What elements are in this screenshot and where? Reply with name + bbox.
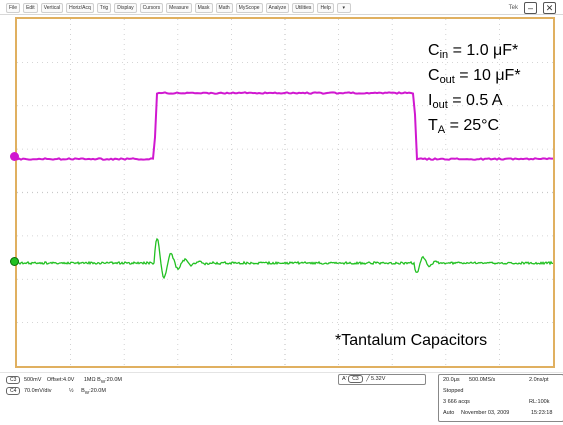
timebase: 20.0μs: [443, 377, 460, 383]
menu-file[interactable]: File: [6, 3, 20, 13]
ch4-scale: 70.0mV/div: [24, 388, 52, 394]
menu-edit[interactable]: Edit: [23, 3, 38, 13]
menu-myscope[interactable]: MyScope: [236, 3, 263, 13]
tek-logo: Tek: [509, 5, 518, 11]
sample-rate: 500.0MS/s: [469, 377, 495, 383]
menu-mask[interactable]: Mask: [195, 3, 213, 13]
ch4-bandwidth: BW:20.0M: [81, 388, 106, 394]
per-point: 2.0ns/pt: [529, 377, 549, 383]
ch3-impedance: 1MΩ: [84, 377, 96, 383]
run-state: Stopped: [443, 388, 464, 394]
menu-analyze[interactable]: Analyze: [266, 3, 290, 13]
ch3-offset: Offset:4.0V: [47, 377, 74, 383]
menu-measure[interactable]: Measure: [166, 3, 191, 13]
trigger-source: C3: [348, 375, 362, 383]
ch3-tag: C3: [6, 376, 20, 384]
menu-cursors[interactable]: Cursors: [140, 3, 164, 13]
annotation-cout: Cout = 10 μF*: [428, 68, 521, 84]
acquisition-readout[interactable]: 20.0μs 500.0MS/s 2.0ns/pt Stopped 3 666 …: [438, 374, 563, 422]
trigger-level: 5.32V: [371, 376, 385, 382]
trigger-edge-icon: ╱: [366, 376, 369, 382]
record-length: RL:100k: [529, 399, 550, 405]
annotation-cin: Cin = 1.0 μF*: [428, 43, 518, 59]
window-controls: Tek – ✕: [509, 2, 556, 14]
ch3-ground-marker-icon[interactable]: [10, 152, 19, 161]
menu-items: File Edit Vertical Horiz/Acq Trig Displa…: [6, 3, 351, 13]
annotation-ta: TA = 25°C: [428, 118, 499, 134]
minimize-button[interactable]: –: [524, 2, 537, 14]
menu-horiz-acq[interactable]: Horiz/Acq: [66, 3, 94, 13]
trigger-mode: A': [342, 376, 347, 382]
menu-trig[interactable]: Trig: [97, 3, 111, 13]
date: November 03, 2009: [461, 410, 509, 416]
ch4-readout[interactable]: C4 70.0mV/div ½ BW:20.0M: [6, 387, 106, 395]
acq-count: 3 666 acqs: [443, 399, 470, 405]
ch4-impedance: ½: [69, 388, 74, 394]
menu-math[interactable]: Math: [216, 3, 233, 13]
scope-display[interactable]: Cin = 1.0 μF* Cout = 10 μF* Iout = 0.5 A…: [15, 17, 555, 368]
menu-help[interactable]: Help: [317, 3, 333, 13]
ch4-ground-marker-icon[interactable]: [10, 257, 19, 266]
close-button[interactable]: ✕: [543, 2, 556, 14]
annotation-iout: Iout = 0.5 A: [428, 93, 502, 109]
trigger-mode-auto: Auto: [443, 410, 454, 416]
menu-bar: File Edit Vertical Horiz/Acq Trig Displa…: [0, 0, 563, 15]
menu-dropdown-icon[interactable]: ▾: [337, 3, 351, 13]
ch3-scale: 500mV: [24, 377, 41, 383]
menu-display[interactable]: Display: [114, 3, 136, 13]
ch3-bandwidth: BW:20.0M: [97, 377, 122, 383]
menu-utilities[interactable]: Utilities: [292, 3, 314, 13]
status-bar: C3 500mV Offset:4.0V 1MΩ BW:20.0M C4 70.…: [0, 372, 563, 425]
ch4-tag: C4: [6, 387, 20, 395]
time: 15:23:18: [531, 410, 552, 416]
annotation-footnote: *Tantalum Capacitors: [335, 333, 487, 349]
trigger-readout[interactable]: A' C3 ╱ 5.32V: [338, 374, 426, 385]
menu-vertical[interactable]: Vertical: [41, 3, 63, 13]
ch3-readout[interactable]: C3 500mV Offset:4.0V 1MΩ BW:20.0M: [6, 376, 122, 384]
